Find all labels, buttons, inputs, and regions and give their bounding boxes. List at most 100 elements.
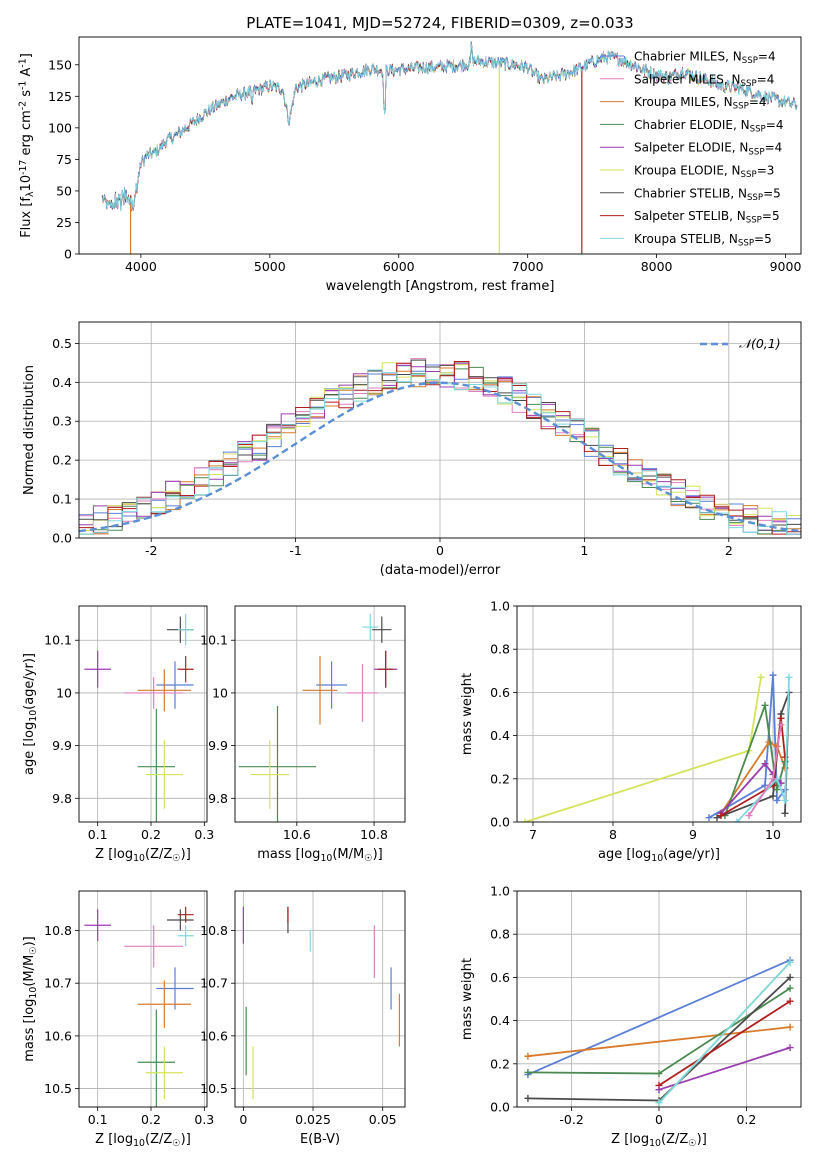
- mass-weight-marker: [655, 1070, 663, 1078]
- x-tick-label: 4000: [125, 259, 157, 274]
- mass-ebv-plot-area: [235, 891, 405, 1107]
- mw-age-y-label: mass weight: [460, 673, 475, 755]
- x-tick-label: 0: [239, 1112, 247, 1127]
- legend-label: Salpeter STELIB, NSSP​=5: [634, 209, 780, 226]
- legend-label: Salpeter ELODIE, NSSP​=4: [634, 141, 782, 158]
- age-Z-x-label: Z [log10​(Z/Z☉​)]: [95, 847, 191, 864]
- residuals-x-label: (data-model)/error: [380, 563, 501, 578]
- y-tick-label: 0: [64, 247, 72, 262]
- y-tick-label: 10.7: [200, 976, 228, 991]
- mw-Z-x-label: Z [log10​(Z/Z☉​)]: [611, 1132, 707, 1149]
- y-tick-label: 10.8: [200, 923, 228, 938]
- age-mass-plot-area: [235, 606, 405, 822]
- spectrum-frame: [78, 36, 802, 255]
- x-tick-label: 10: [765, 827, 781, 842]
- y-tick-label: 10.5: [200, 1081, 228, 1096]
- x-tick-label: 7: [529, 827, 537, 842]
- histogram-step: [79, 369, 801, 535]
- legend-label: Salpeter MILES, NSSP​=4: [634, 72, 774, 89]
- y-tick-label: 0.3: [52, 414, 72, 429]
- x-tick-label: 7000: [512, 259, 544, 274]
- y-tick-label: 0.2: [52, 453, 72, 468]
- mass-Z-plot-area: [79, 891, 207, 1107]
- y-tick-label: 0.2: [490, 1056, 510, 1071]
- x-tick-label: -1: [289, 543, 301, 558]
- mw-age-plot-area: [517, 606, 801, 822]
- mass-weight-marker: [786, 1044, 794, 1052]
- y-tick-label: 50: [56, 183, 72, 198]
- y-tick-label: 0.5: [52, 336, 72, 351]
- y-tick-label: 0.6: [490, 970, 510, 985]
- mass-weight-marker: [705, 814, 713, 822]
- spectrum-legend: Chabrier MILES, NSSP​=4 Salpeter MILES, N…: [600, 49, 783, 248]
- y-tick-label: 10: [212, 685, 228, 700]
- spectrum-line: [101, 43, 798, 211]
- mass-weight-line: [720, 740, 786, 814]
- y-tick-label: 0.6: [490, 685, 510, 700]
- residual-legend: 𝒩(0,1): [700, 336, 781, 351]
- mw-age-panel: 7 8 9 10 0.0 0.2 0.4 0.6 0.8 1.0 age [log10​(age/y…: [460, 599, 802, 864]
- y-tick-label: 10.8: [44, 923, 72, 938]
- y-tick-label: 25: [56, 215, 72, 230]
- spectrum-panel: 4000 5000 6000 7000 8000 9000 0 25 50 75 100 125 150…: [18, 36, 802, 294]
- y-tick-label: 0.0: [490, 815, 510, 830]
- mass-weight-marker: [781, 753, 789, 761]
- mass-weight-line: [658, 1046, 791, 1091]
- mass-weight-marker: [786, 958, 794, 966]
- figure-title: PLATE=1041, MJD=52724, FIBERID=0309, z=0…: [246, 14, 633, 32]
- mass-weight-marker: [757, 673, 765, 681]
- x-tick-label: 5000: [254, 259, 286, 274]
- mass-weight-line: [724, 705, 786, 816]
- mass-weight-marker: [769, 792, 777, 800]
- mass-weight-marker: [745, 812, 753, 820]
- mass-ebv-panel: 0 0.025 0.05 10.5 10.6 10.7 10.8 E(B-V): [200, 890, 406, 1147]
- y-tick-label: 0.1: [52, 492, 72, 507]
- mass-weight-line: [524, 677, 762, 822]
- age-Z-frame: [78, 605, 208, 823]
- x-tick-label: 0.3: [194, 827, 214, 842]
- mass-weight-marker: [733, 818, 741, 822]
- y-tick-label: 125: [48, 89, 72, 104]
- legend-label: 𝒩(0,1): [739, 336, 781, 351]
- mass-weight-marker: [524, 1068, 532, 1076]
- mass-Z-frame: [78, 890, 208, 1108]
- x-tick-label: 0.025: [295, 1112, 331, 1127]
- mass-weight-marker: [761, 760, 769, 768]
- legend-label: Kroupa ELODIE, NSSP​=3: [634, 163, 774, 180]
- x-tick-label: 9: [689, 827, 697, 842]
- y-tick-label: 0.0: [52, 531, 72, 546]
- mass-weight-marker: [521, 818, 529, 822]
- x-tick-label: 8: [609, 827, 617, 842]
- y-tick-label: 100: [48, 120, 72, 135]
- y-tick-label: 10: [56, 685, 72, 700]
- y-tick-label: 150: [48, 57, 72, 72]
- x-tick-label: 0.1: [88, 827, 108, 842]
- y-tick-label: 0.4: [490, 728, 510, 743]
- x-tick-label: 0: [436, 543, 444, 558]
- x-tick-label: 10.8: [360, 827, 388, 842]
- mass-weight-marker: [655, 1099, 663, 1107]
- legend-label: Chabrier MILES, NSSP​=4: [634, 49, 776, 66]
- x-tick-label: 0: [655, 1112, 663, 1127]
- y-tick-label: 0.4: [52, 375, 72, 390]
- mass-weight-marker: [769, 671, 777, 679]
- mass-weight-marker: [781, 796, 789, 804]
- mw-age-frame: [516, 605, 802, 823]
- age-mass-x-label: mass [log10​(M/M☉​)]: [257, 847, 383, 864]
- y-tick-label: 10.6: [44, 1028, 72, 1043]
- y-tick-label: 10.1: [200, 633, 228, 648]
- mass-ebv-x-label: E(B-V): [300, 1132, 340, 1147]
- x-tick-label: 0.2: [736, 1112, 756, 1127]
- y-tick-label: 10.7: [44, 976, 72, 991]
- mass-weight-line: [527, 959, 791, 1076]
- spectrum-y-label: Flux [fλ​10-17​ erg cm-2​ s-1​ A-1​]: [18, 53, 36, 238]
- mass-ebv-frame: [234, 890, 406, 1108]
- y-tick-label: 9.9: [52, 738, 72, 753]
- mass-weight-marker: [785, 673, 793, 681]
- spectrum-plot-area: [101, 41, 798, 254]
- mass-weight-marker: [761, 781, 769, 789]
- mw-Z-panel: -0.2 0 0.2 0.0 0.2 0.4 0.6 0.8 1.0 Z [log10​(Z/Z☉…: [460, 884, 802, 1149]
- y-tick-label: 0.8: [490, 642, 510, 657]
- x-tick-label: 1: [580, 543, 588, 558]
